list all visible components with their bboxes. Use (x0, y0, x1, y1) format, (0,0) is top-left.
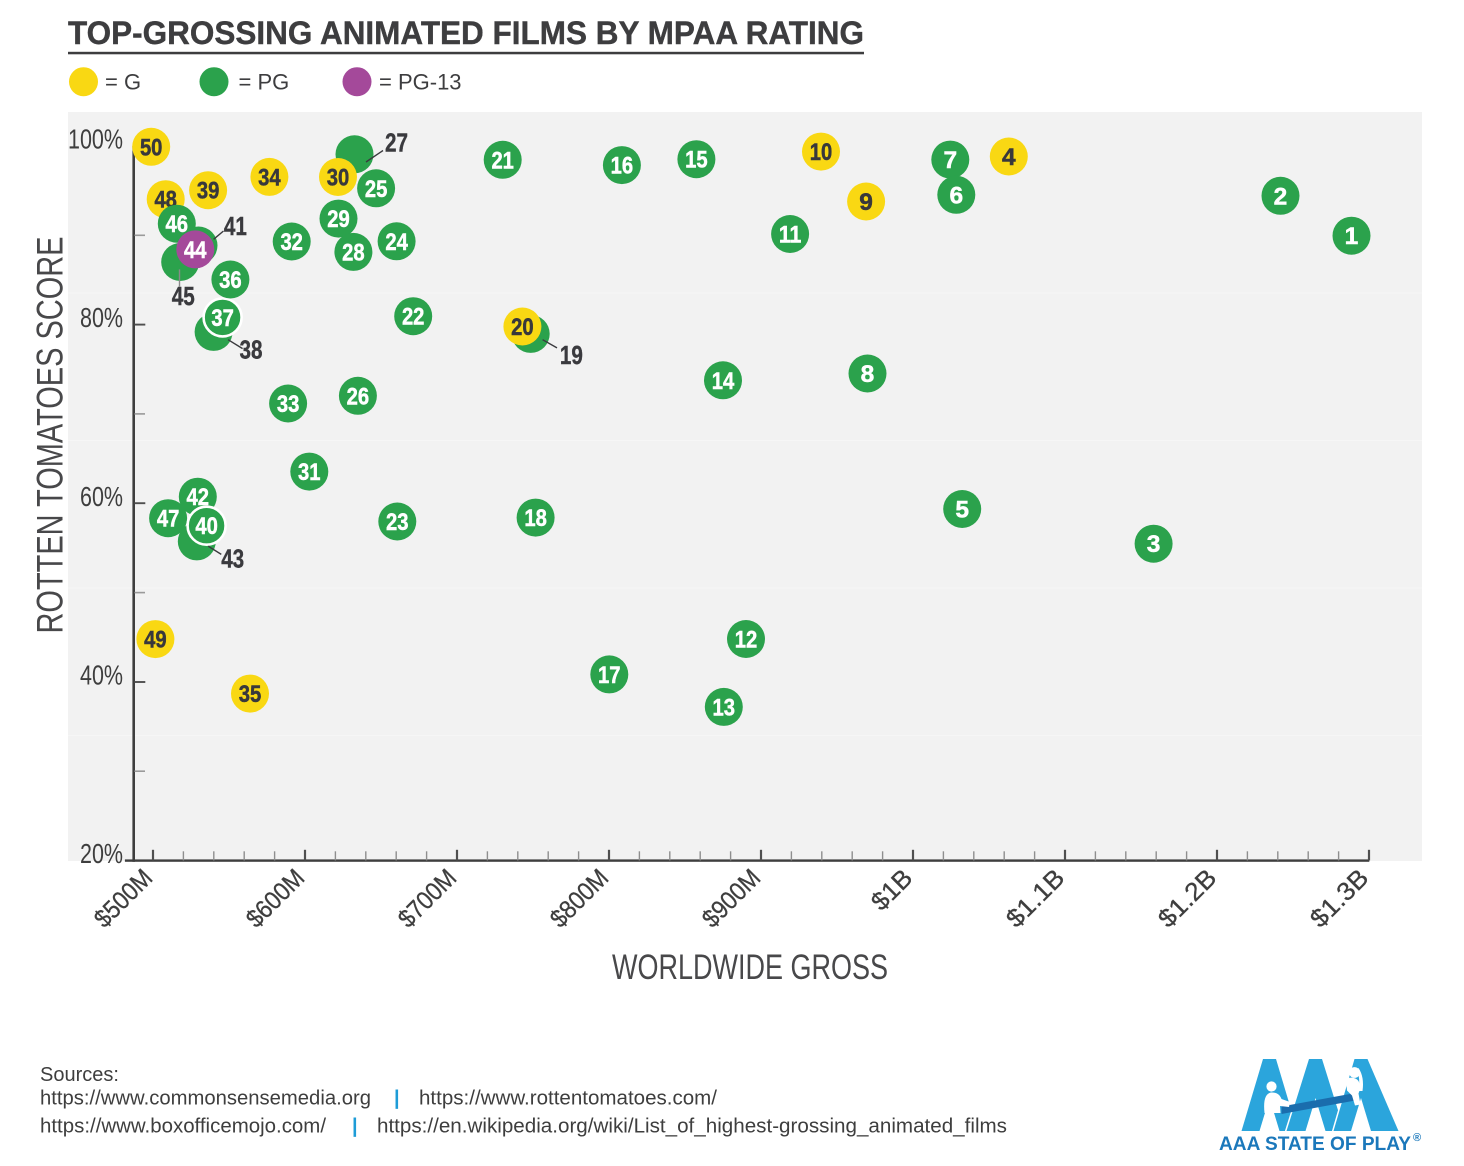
svg-text:17: 17 (598, 662, 621, 689)
svg-text:TOP-GROSSING ANIMATED FILMS BY: TOP-GROSSING ANIMATED FILMS BY MPAA RATI… (68, 15, 864, 51)
svg-text:23: 23 (386, 509, 409, 536)
svg-text:29: 29 (327, 206, 350, 233)
svg-text:Sources:: Sources: (40, 1064, 119, 1086)
svg-text:20%: 20% (80, 838, 123, 869)
svg-text:19: 19 (560, 342, 583, 370)
svg-text:45: 45 (172, 283, 195, 311)
svg-text:31: 31 (298, 459, 321, 486)
svg-text:5: 5 (955, 497, 969, 524)
svg-text:40%: 40% (80, 660, 123, 691)
svg-text:6: 6 (949, 182, 963, 209)
svg-text:30: 30 (327, 165, 350, 192)
svg-text:32: 32 (280, 229, 303, 256)
svg-text:21: 21 (491, 147, 514, 174)
svg-text:42: 42 (187, 484, 210, 511)
svg-text:https://en.wikipedia.org/wiki/: https://en.wikipedia.org/wiki/List_of_hi… (377, 1116, 1007, 1138)
svg-text:11: 11 (779, 222, 802, 249)
svg-text:38: 38 (240, 337, 263, 365)
svg-text:= PG-13: = PG-13 (379, 70, 462, 95)
svg-text:33: 33 (277, 391, 300, 418)
svg-text:35: 35 (239, 681, 262, 708)
svg-text:37: 37 (211, 305, 234, 332)
svg-text:7: 7 (943, 147, 957, 174)
svg-text:28: 28 (342, 239, 365, 266)
svg-text:®: ® (1413, 1132, 1421, 1144)
svg-text:1: 1 (1345, 223, 1359, 250)
svg-text:8: 8 (861, 361, 875, 388)
svg-text:ROTTEN TOMATOES SCORE: ROTTEN TOMATOES SCORE (29, 237, 71, 634)
svg-text:AAA STATE OF PLAY: AAA STATE OF PLAY (1219, 1134, 1411, 1155)
svg-text:10: 10 (810, 139, 833, 166)
svg-text:20: 20 (511, 314, 534, 341)
svg-text:27: 27 (385, 130, 408, 158)
svg-text:26: 26 (347, 383, 370, 410)
svg-text:34: 34 (258, 164, 281, 191)
svg-text:12: 12 (735, 627, 758, 654)
svg-text:80%: 80% (80, 302, 123, 333)
svg-text:14: 14 (712, 368, 735, 395)
svg-text:16: 16 (611, 153, 634, 180)
svg-text:49: 49 (144, 627, 167, 654)
svg-text:47: 47 (157, 506, 180, 533)
svg-text:60%: 60% (80, 481, 123, 512)
svg-text:13: 13 (713, 694, 736, 721)
svg-text:= PG: = PG (239, 70, 290, 95)
svg-text:4: 4 (1002, 144, 1016, 171)
svg-text:2: 2 (1274, 183, 1288, 210)
svg-text:= G: = G (105, 70, 141, 95)
svg-text:https://www.commonsensemedia.o: https://www.commonsensemedia.org (40, 1088, 371, 1110)
svg-text:50: 50 (140, 134, 163, 161)
svg-text:24: 24 (385, 229, 408, 256)
svg-text:46: 46 (166, 211, 189, 238)
svg-text:18: 18 (524, 505, 547, 532)
svg-text:22: 22 (402, 304, 425, 331)
svg-text:|: | (394, 1088, 400, 1110)
svg-text:WORLDWIDE GROSS: WORLDWIDE GROSS (612, 948, 888, 987)
svg-text:https://www.boxofficemojo.com/: https://www.boxofficemojo.com/ (40, 1116, 326, 1138)
svg-text:100%: 100% (68, 124, 123, 155)
svg-text:https://www.rottentomatoes.com: https://www.rottentomatoes.com/ (419, 1088, 717, 1110)
svg-text:25: 25 (365, 176, 388, 203)
svg-text:36: 36 (219, 267, 242, 294)
svg-text:39: 39 (197, 178, 220, 205)
svg-text:41: 41 (224, 213, 247, 241)
svg-text:44: 44 (184, 237, 207, 264)
svg-text:3: 3 (1147, 531, 1161, 558)
svg-text:|: | (352, 1116, 358, 1138)
svg-text:43: 43 (221, 545, 244, 573)
svg-text:40: 40 (195, 513, 218, 540)
svg-text:15: 15 (685, 147, 708, 174)
svg-text:9: 9 (859, 189, 873, 216)
